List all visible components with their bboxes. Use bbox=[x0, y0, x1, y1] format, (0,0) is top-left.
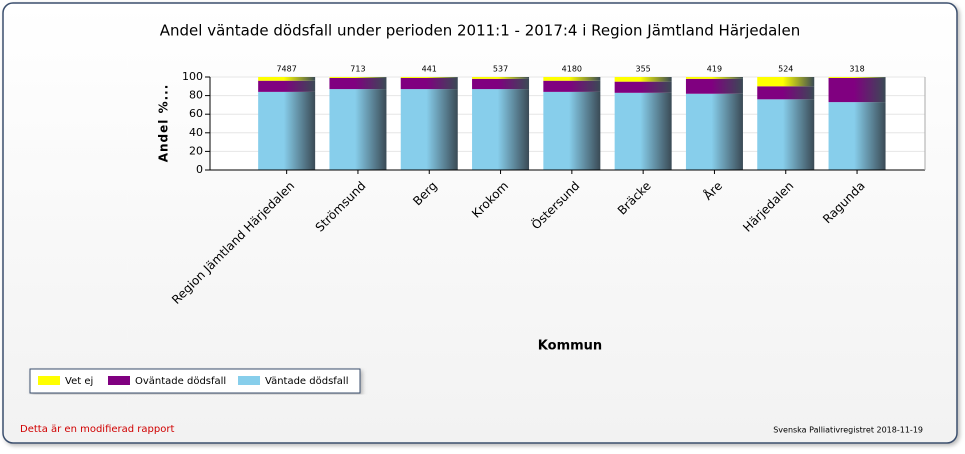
bar-segment bbox=[472, 78, 530, 90]
bar-segment bbox=[757, 99, 815, 170]
bar-segment bbox=[400, 77, 458, 90]
x-axis-label: Kommun bbox=[538, 339, 602, 354]
total-label: 419 bbox=[707, 65, 722, 74]
bar-segment bbox=[828, 102, 886, 170]
bar-segment bbox=[614, 92, 672, 170]
total-label: 318 bbox=[849, 65, 864, 74]
legend-swatch bbox=[108, 376, 130, 385]
legend bbox=[29, 368, 361, 394]
bar-segment bbox=[400, 77, 458, 78]
y-tick-label: 20 bbox=[189, 144, 203, 157]
bar-segment bbox=[258, 77, 316, 81]
y-axis-label: Andel %... bbox=[157, 84, 171, 163]
total-label: 355 bbox=[636, 65, 651, 74]
legend-label: Väntade dödsfall bbox=[265, 376, 349, 387]
bar-segment bbox=[685, 93, 743, 170]
legend-swatch bbox=[38, 376, 60, 385]
legend-label: Oväntade dödsfall bbox=[135, 376, 226, 387]
total-label: 7487 bbox=[276, 65, 296, 74]
bar-segment bbox=[472, 89, 530, 170]
bar-segment bbox=[828, 77, 886, 103]
y-tick-label: 0 bbox=[196, 163, 203, 176]
y-tick-label: 100 bbox=[182, 70, 203, 83]
bar-segment bbox=[614, 81, 672, 93]
total-label: 4180 bbox=[562, 65, 582, 74]
y-tick-label: 40 bbox=[189, 126, 203, 139]
total-label: 441 bbox=[422, 65, 437, 74]
bar-segment bbox=[258, 91, 316, 170]
total-label: 524 bbox=[778, 65, 793, 74]
bar-segment bbox=[685, 77, 743, 79]
bar-segment bbox=[828, 77, 886, 78]
bar-segment bbox=[757, 86, 815, 100]
source: Svenska Palliativregistret 2018-11-19 bbox=[773, 426, 923, 435]
legend-label: Vet ej bbox=[65, 376, 93, 387]
bar-segment bbox=[472, 77, 530, 79]
chart-title: Andel väntade dödsfall under perioden 20… bbox=[160, 22, 800, 40]
bar-segment bbox=[329, 89, 387, 170]
bar-segment bbox=[329, 77, 387, 90]
bar-segment bbox=[543, 77, 601, 81]
y-tick-label: 80 bbox=[189, 89, 203, 102]
bar-segment bbox=[614, 77, 672, 82]
bar-segment bbox=[329, 77, 387, 78]
bar-segment bbox=[757, 77, 815, 87]
bar-segment bbox=[543, 80, 601, 92]
legend-swatch bbox=[238, 376, 260, 385]
bar-segment bbox=[543, 91, 601, 170]
note: Detta är en modifierad rapport bbox=[20, 424, 174, 435]
total-label: 713 bbox=[350, 65, 365, 74]
bar-segment bbox=[685, 78, 743, 94]
bar-segment bbox=[400, 89, 458, 170]
bar-segment bbox=[258, 80, 316, 92]
total-label: 537 bbox=[493, 65, 508, 74]
y-tick-label: 60 bbox=[189, 107, 203, 120]
